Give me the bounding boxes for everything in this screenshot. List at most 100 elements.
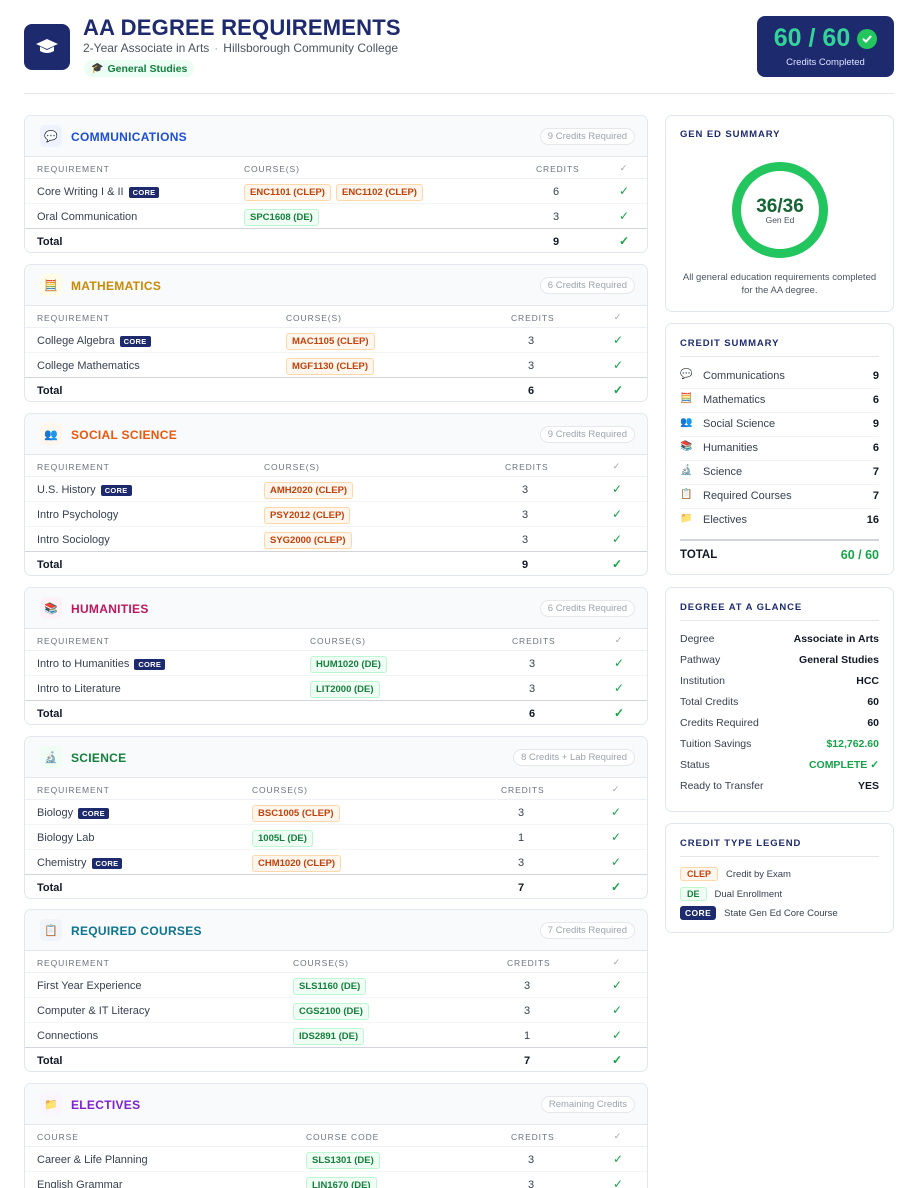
glance-value: HCC bbox=[856, 675, 879, 687]
credits-required-pill: 7 Credits Required bbox=[539, 922, 635, 939]
check-icon: ✓ bbox=[618, 234, 630, 248]
section-header: 💬 COMMUNICATIONS 9 Credits Required bbox=[25, 116, 647, 157]
course-badge: SLS1301 (DE) bbox=[306, 1152, 380, 1169]
course-badge: SYG2000 (CLEP) bbox=[264, 532, 352, 549]
table-total-row: Total 6 ✓ bbox=[25, 378, 647, 401]
table-header: REQUIREMENT COURSE(S) CREDITS ✓ bbox=[25, 157, 647, 179]
speech-bubble-icon: 💬 bbox=[40, 125, 62, 147]
credits-completed-box: 60 / 60 Credits Completed bbox=[757, 16, 894, 77]
check-icon: ✓ bbox=[611, 1028, 623, 1042]
card-title: GEN ED SUMMARY bbox=[680, 129, 781, 140]
glance-label: Total Credits bbox=[680, 696, 739, 708]
check-icon: ✓ bbox=[618, 184, 630, 198]
section-title: REQUIRED COURSES bbox=[71, 924, 202, 938]
total-label: Total bbox=[37, 1055, 63, 1067]
summary-label: Humanities bbox=[703, 442, 759, 454]
table-row: Intro Psychology PSY2012 (CLEP) 3 ✓ bbox=[25, 502, 647, 527]
col-check: ✓ bbox=[619, 163, 629, 173]
table-row: Intro to Literature LIT2000 (DE) 3 ✓ bbox=[25, 676, 647, 701]
glance-label: Pathway bbox=[680, 654, 721, 666]
header-divider bbox=[24, 93, 894, 94]
summary-total-value: 60 / 60 bbox=[840, 548, 879, 562]
course-badge: CHM1020 (CLEP) bbox=[252, 855, 342, 872]
section-social-science: 👥 SOCIAL SCIENCE 9 Credits Required REQU… bbox=[24, 413, 648, 576]
section-communications: 💬 COMMUNICATIONS 9 Credits Required REQU… bbox=[24, 115, 648, 253]
glance-row-institution: Institution HCC bbox=[680, 671, 879, 692]
col-check: ✓ bbox=[613, 312, 623, 322]
col-requirement: REQUIREMENT bbox=[37, 462, 110, 472]
glance-value: 60 bbox=[867, 696, 879, 708]
section-header: 🧮 MATHEMATICS 6 Credits Required bbox=[25, 265, 647, 306]
section-title: SCIENCE bbox=[71, 751, 127, 765]
pathway-label: General Studies bbox=[107, 62, 188, 75]
section-title: MATHEMATICS bbox=[71, 279, 162, 293]
course-badge: 1005L (DE) bbox=[252, 830, 313, 847]
card-title: CREDIT TYPE LEGEND bbox=[680, 838, 802, 849]
glance-row-degree: Degree Associate in Arts bbox=[680, 629, 879, 650]
credit-value: 3 bbox=[528, 658, 536, 670]
credits-required-pill: 6 Credits Required bbox=[539, 277, 635, 294]
table-row: College Mathematics MGF1130 (CLEP) 3 ✓ bbox=[25, 353, 647, 378]
clipboard-icon: 📋 bbox=[680, 489, 693, 500]
summary-value: 7 bbox=[872, 490, 879, 502]
col-credits: CREDITS bbox=[507, 958, 551, 968]
col-requirement: REQUIREMENT bbox=[37, 958, 110, 968]
books-icon: 📚 bbox=[40, 597, 62, 619]
table-row: Biology Lab 1005L (DE) 1 ✓ bbox=[25, 825, 647, 850]
col-courses: COURSE(S) bbox=[264, 462, 320, 472]
total-label: Total bbox=[37, 882, 63, 894]
core-badge: CORE bbox=[119, 335, 151, 347]
check-icon: ✓ bbox=[612, 383, 624, 397]
page-subtitle: 2-Year Associate in Arts · Hillsborough Co… bbox=[83, 41, 398, 55]
clep-badge: CLEP bbox=[680, 867, 719, 881]
summary-label: Science bbox=[703, 466, 743, 478]
section-title: COMMUNICATIONS bbox=[71, 130, 187, 144]
check-icon: ✓ bbox=[611, 532, 623, 546]
total-label: Total bbox=[37, 385, 63, 397]
summary-label: Communications bbox=[703, 370, 785, 382]
table-row: Core Writing I & II CORE ENC1101 (CLEP) E… bbox=[25, 179, 647, 204]
total-credits: 7 bbox=[523, 1055, 531, 1067]
table-total-row: Total 6 ✓ bbox=[25, 701, 647, 724]
col-course: COURSE bbox=[37, 1132, 79, 1142]
table-row: First Year Experience SLS1160 (DE) 3 ✓ bbox=[25, 973, 647, 998]
course-badge: ENC1102 (CLEP) bbox=[335, 184, 423, 201]
card-title: DEGREE AT A GLANCE bbox=[680, 602, 803, 613]
check-icon: ✓ bbox=[611, 482, 623, 496]
credits-completed-label: Credits Completed bbox=[786, 57, 865, 68]
col-check: ✓ bbox=[614, 635, 624, 645]
section-title: ELECTIVES bbox=[71, 1098, 141, 1112]
requirement-name: Connections bbox=[37, 1030, 99, 1042]
table-total-row: Total 7 ✓ bbox=[25, 875, 647, 898]
col-credits: CREDITS bbox=[511, 1132, 555, 1142]
summary-row-communications: 💬 Communications 9 bbox=[680, 365, 879, 389]
table-row: Biology CORE BSC1005 (CLEP) 3 ✓ bbox=[25, 800, 647, 825]
summary-row-social-science: 👥 Social Science 9 bbox=[680, 413, 879, 437]
check-icon: ✓ bbox=[613, 706, 625, 720]
col-courses: COURSE(S) bbox=[286, 313, 342, 323]
summary-row-electives: 📁 Electives 16 bbox=[680, 509, 879, 533]
table-row: Career & Life Planning SLS1301 (DE) 3 ✓ bbox=[25, 1147, 647, 1172]
legend-row-core: CORE State Gen Ed Core Course bbox=[680, 904, 838, 922]
check-icon: ✓ bbox=[610, 830, 622, 844]
section-title: SOCIAL SCIENCE bbox=[71, 428, 177, 442]
abacus-icon: 🧮 bbox=[40, 274, 62, 296]
section-header: 📋 REQUIRED COURSES 7 Credits Required bbox=[25, 910, 647, 951]
credit-value: 3 bbox=[527, 1179, 535, 1188]
credit-value: 6 bbox=[552, 186, 560, 198]
table-header: REQUIREMENT COURSE(S) CREDITS ✓ bbox=[25, 951, 647, 973]
core-badge: CORE bbox=[91, 857, 123, 869]
check-icon: ✓ bbox=[611, 507, 623, 521]
glance-row-pathway: Pathway General Studies bbox=[680, 650, 879, 671]
folder-icon: 📁 bbox=[680, 513, 693, 524]
credits-required-pill: 9 Credits Required bbox=[539, 426, 635, 443]
requirement-name: Intro Sociology bbox=[37, 534, 110, 546]
credit-value: 3 bbox=[527, 335, 535, 347]
glance-value: YES bbox=[857, 780, 879, 792]
glance-row-tuition-savings: Tuition Savings $12,762.60 bbox=[680, 734, 879, 755]
credits-required-pill: 8 Credits + Lab Required bbox=[513, 749, 635, 766]
card-divider bbox=[680, 856, 879, 857]
card-divider bbox=[680, 356, 879, 357]
page-title: AA DEGREE REQUIREMENTS bbox=[83, 15, 401, 40]
